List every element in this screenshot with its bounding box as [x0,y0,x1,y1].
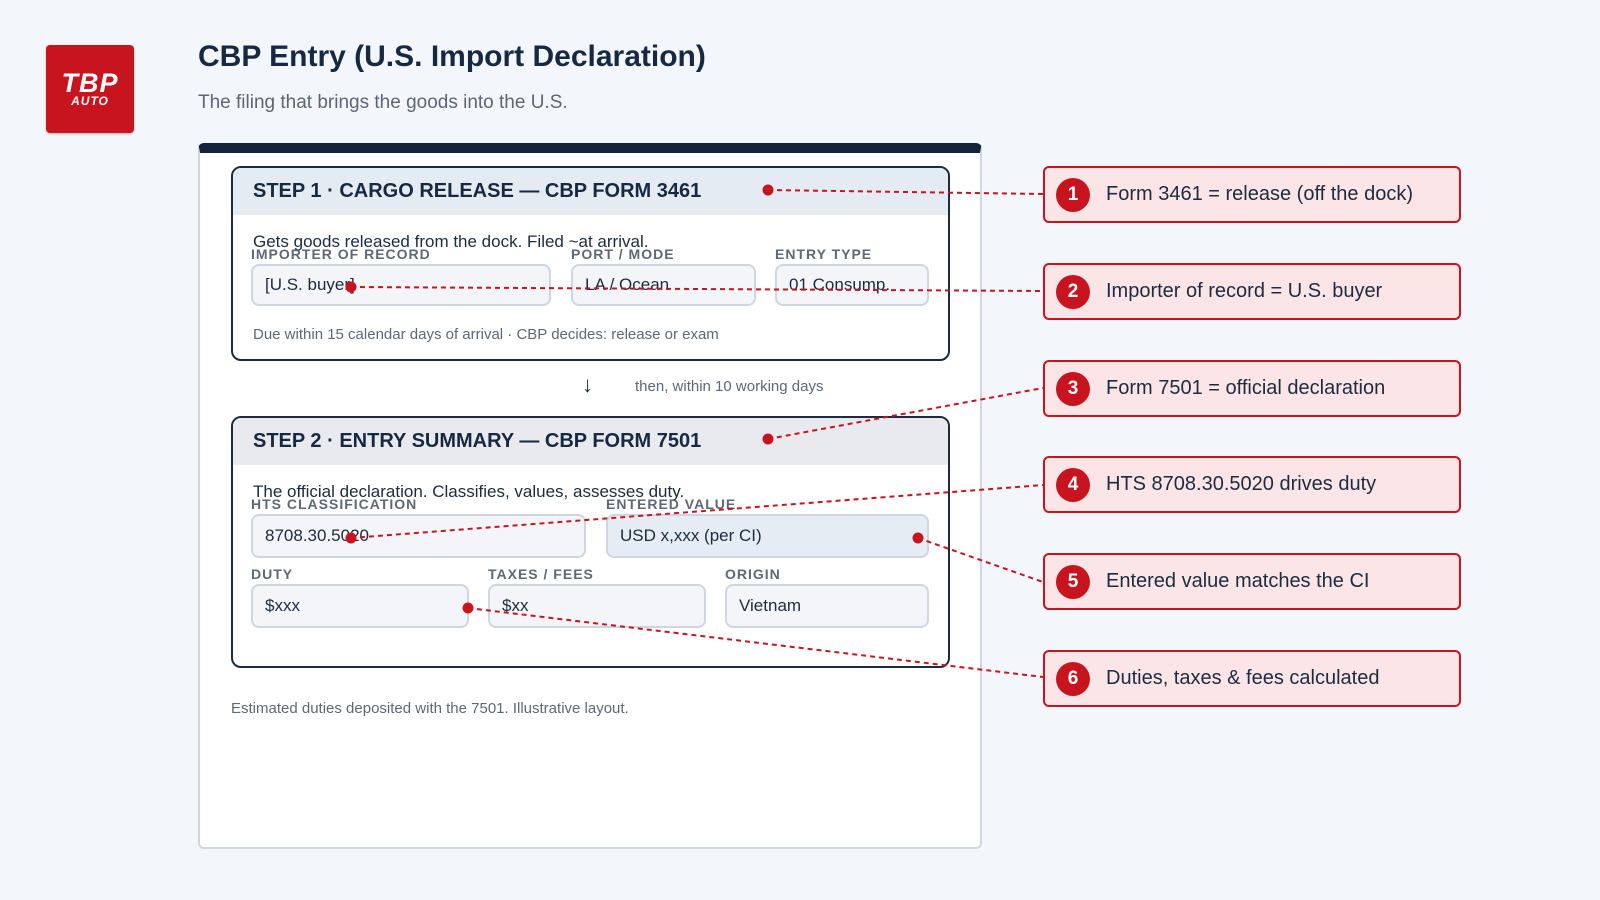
callout-text: Importer of record = U.S. buyer [1106,280,1383,302]
tbp-auto-logo: TBP AUTO [46,45,134,133]
port-mode-label: PORT / MODE [571,246,675,262]
callout-number-badge: 5 [1056,564,1090,599]
callout-number-badge: 1 [1056,177,1090,212]
hts-classification-label: HTS CLASSIFICATION [251,496,418,512]
step2-heading: STEP 2 · ENTRY SUMMARY — CBP FORM 7501 [233,418,948,465]
importer-of-record-input[interactable]: [U.S. buyer] [251,264,551,306]
page-subtitle: The filing that brings the goods into th… [198,92,568,113]
origin-label: ORIGIN [725,566,781,582]
entry-type-input[interactable]: 01 Consump. [775,264,929,306]
port-mode-input[interactable]: LA / Ocean [571,264,756,306]
down-arrow-icon: ↓ [582,372,593,397]
taxes-fees-label: TAXES / FEES [488,566,594,582]
callout-3: 3 Form 7501 = official declaration [1043,360,1461,417]
step1-note: Due within 15 calendar days of arrival ·… [253,326,719,343]
callout-text: Form 7501 = official declaration [1106,377,1386,399]
entered-value-input[interactable]: USD x,xxx (per CI) [606,514,929,558]
taxes-fees-input[interactable]: $xx [488,584,706,628]
callout-number-badge: 6 [1056,661,1090,696]
importer-of-record-label: IMPORTER OF RECORD [251,246,431,262]
callout-5: 5 Entered value matches the CI [1043,553,1461,610]
callout-text: HTS 8708.30.5020 drives duty [1106,473,1377,495]
callout-number-badge: 2 [1056,274,1090,309]
callout-4: 4 HTS 8708.30.5020 drives duty [1043,456,1461,513]
footnote: Estimated duties deposited with the 7501… [231,700,629,717]
step1-heading: STEP 1 · CARGO RELEASE — CBP FORM 3461 [233,168,948,215]
duty-input[interactable]: $xxx [251,584,469,628]
step1-description: Gets goods released from the dock. Filed… [253,232,649,251]
logo-text-sub: AUTO [71,93,109,108]
page-title: CBP Entry (U.S. Import Declaration) [198,40,706,73]
callout-text: Form 3461 = release (off the dock) [1106,183,1414,205]
callout-6: 6 Duties, taxes & fees calculated [1043,650,1461,707]
origin-input[interactable]: Vietnam [725,584,929,628]
step1-card: STEP 1 · CARGO RELEASE — CBP FORM 3461 G… [231,166,950,361]
callout-number-badge: 4 [1056,467,1090,502]
step2-card: STEP 2 · ENTRY SUMMARY — CBP FORM 7501 T… [231,416,950,668]
callout-number-badge: 3 [1056,371,1090,406]
callout-2: 2 Importer of record = U.S. buyer [1043,263,1461,320]
callout-text: Duties, taxes & fees calculated [1106,667,1380,689]
hts-classification-input[interactable]: 8708.30.5020 [251,514,586,558]
connector-text: then, within 10 working days [635,378,824,395]
duty-label: DUTY [251,566,294,582]
callout-1: 1 Form 3461 = release (off the dock) [1043,166,1461,223]
entry-type-label: ENTRY TYPE [775,246,873,262]
callout-text: Entered value matches the CI [1106,570,1370,592]
logo-text-main: TBP [61,67,119,98]
entered-value-label: ENTERED VALUE [606,496,737,512]
